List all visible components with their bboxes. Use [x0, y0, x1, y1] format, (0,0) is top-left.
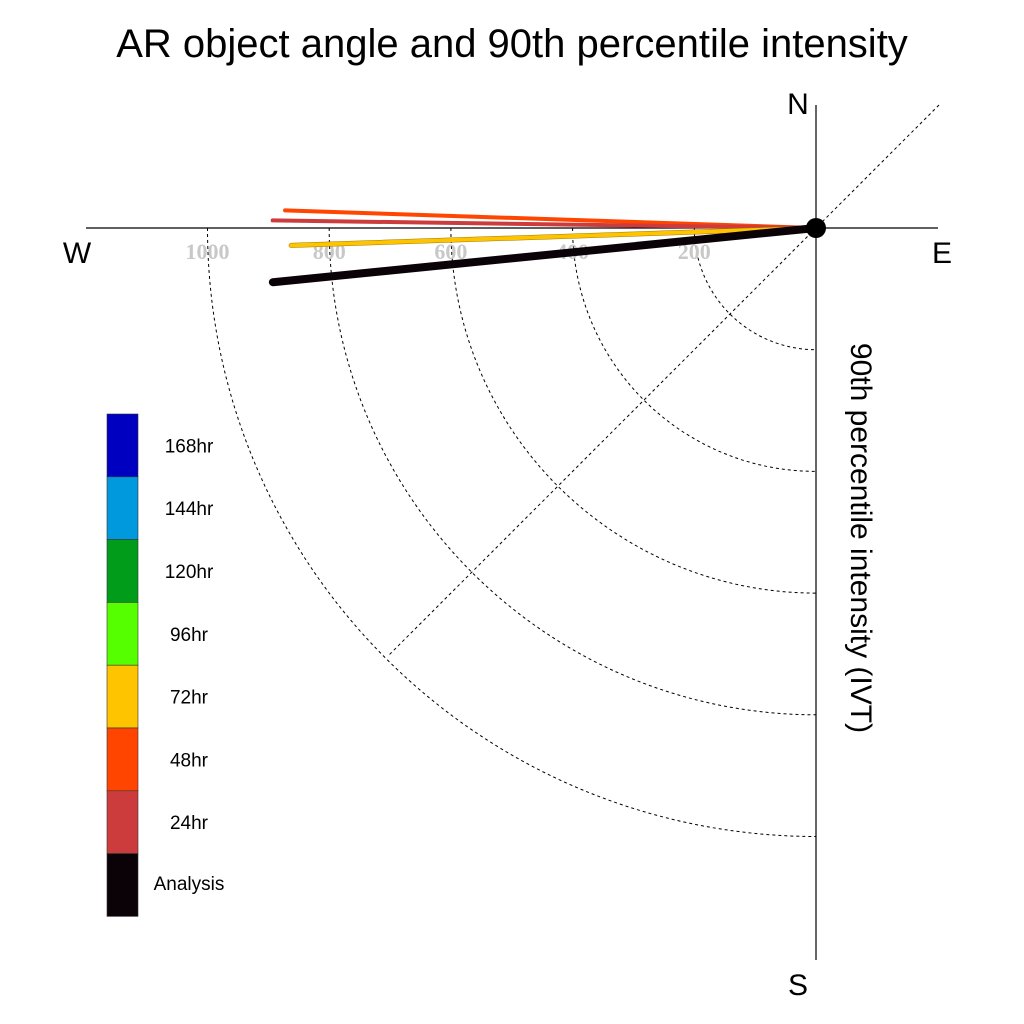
legend: 168hr 144hr 120hr 96hr 72hr 48hr 24hr Analysis [106, 413, 225, 917]
compass-west-label: W [63, 237, 92, 270]
legend-label-168hr: 168hr [165, 436, 214, 457]
compass-east-label: E [932, 237, 952, 270]
legend-label-120hr: 120hr [165, 562, 214, 583]
legend-swatch-144hr [106, 476, 139, 540]
legend-swatch-48hr [106, 727, 139, 792]
legend-swatch-analysis [106, 853, 139, 917]
legend-label-24hr: 24hr [170, 813, 209, 834]
compass-north-label: N [787, 88, 809, 121]
legend-label-72hr: 72hr [170, 688, 209, 709]
chart-title: AR object angle and 90th percentile inte… [116, 22, 908, 66]
grid-arc-400 [572, 227, 817, 472]
series-line-analysis [268, 224, 820, 287]
legend-swatch-168hr [106, 413, 139, 478]
diagonal-guide-line [387, 104, 940, 657]
series-line-72hr [289, 226, 818, 248]
radial-tick-label-1000: 1000 [186, 239, 230, 264]
legend-label-144hr: 144hr [165, 499, 214, 520]
legend-swatch-72hr [106, 664, 139, 729]
grid-arc-1000 [207, 227, 817, 837]
origin-marker [806, 218, 826, 238]
grid-arc-200 [693, 227, 817, 351]
grid-arc-800 [328, 227, 817, 716]
series-line-24hr [270, 218, 818, 230]
legend-swatch-120hr [106, 539, 139, 603]
grid-arc-600 [450, 227, 817, 594]
intensity-axis-label: 90th percentile intensity (IVT) [844, 343, 877, 733]
legend-swatch-96hr [106, 602, 139, 666]
compass-south-label: S [788, 969, 808, 1002]
legend-label-analysis: Analysis [154, 874, 225, 895]
polar-grid [207, 227, 817, 837]
legend-swatch-24hr [106, 790, 139, 854]
legend-label-48hr: 48hr [170, 750, 209, 771]
legend-label-96hr: 96hr [170, 625, 209, 646]
data-series [268, 208, 820, 287]
